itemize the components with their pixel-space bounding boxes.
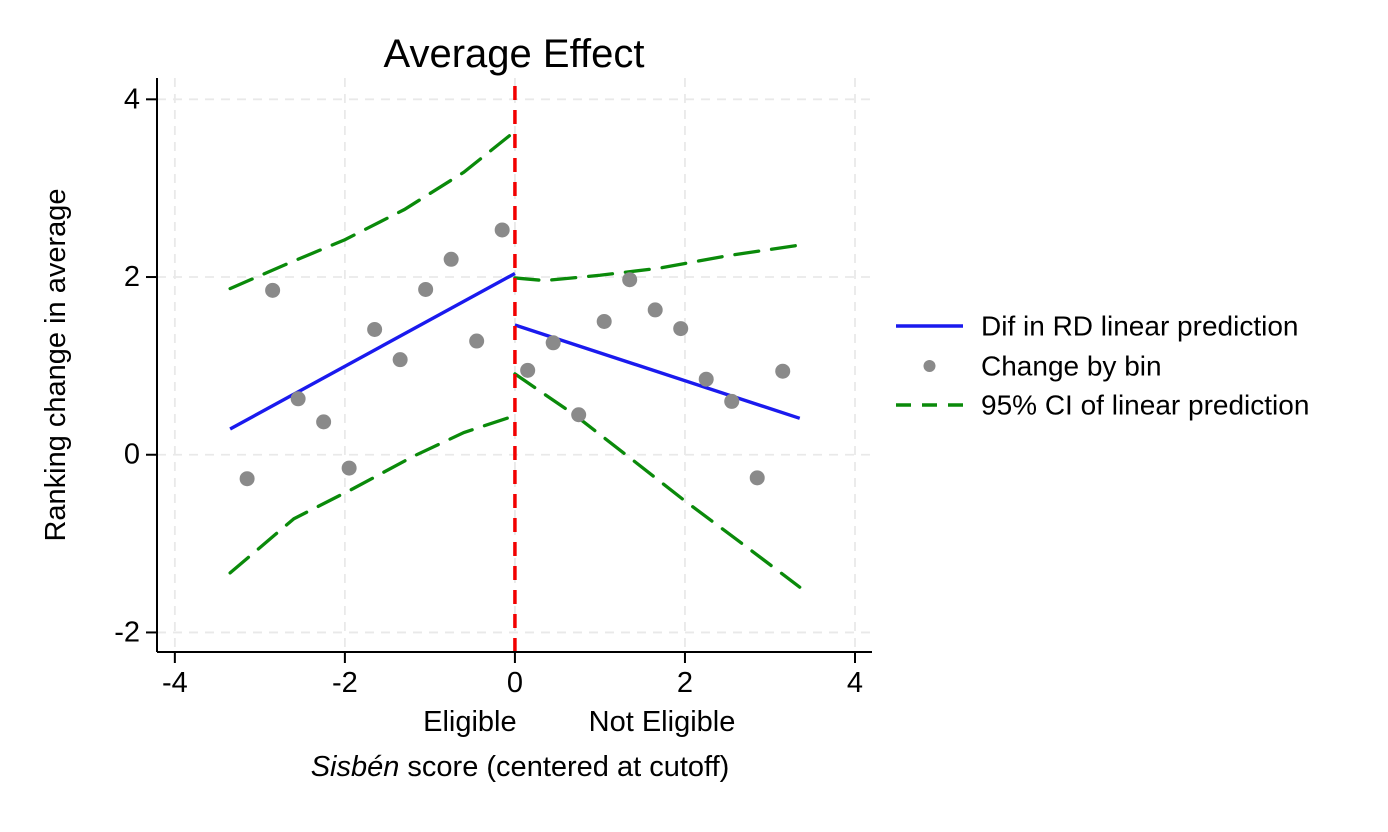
bin-dot xyxy=(673,321,689,337)
y-tick-label: -2 xyxy=(114,616,140,648)
x-tick-label: -2 xyxy=(332,667,358,699)
bin-dot xyxy=(596,313,612,329)
x-tick-label: 4 xyxy=(847,667,863,699)
bin-dot xyxy=(647,302,663,318)
bin-dot xyxy=(494,222,510,238)
bin-dot xyxy=(520,362,536,378)
bin-dot xyxy=(469,333,485,349)
legend-label: Dif in RD linear prediction xyxy=(981,311,1298,342)
ci-curve xyxy=(228,129,517,291)
region-label: Not Eligible xyxy=(589,706,736,738)
x-tick-label: -4 xyxy=(162,667,188,699)
bin-dot xyxy=(571,407,587,423)
legend-label: 95% CI of linear prediction xyxy=(981,390,1309,421)
ci-curve xyxy=(513,372,802,589)
ci-curve xyxy=(228,413,517,575)
legend-dot-sample xyxy=(923,360,936,372)
bin-dot xyxy=(367,321,383,337)
prediction-line xyxy=(514,323,801,420)
region-label: Eligible xyxy=(423,706,517,738)
bin-dot xyxy=(392,352,408,368)
x-axis-title-rest: score (centered at cutoff) xyxy=(399,751,729,783)
bin-dot xyxy=(724,393,740,409)
bin-dot xyxy=(265,282,281,298)
bin-dot xyxy=(775,363,791,379)
x-tick-label: 2 xyxy=(677,667,693,699)
x-axis-title-italic: Sisbén xyxy=(311,751,400,783)
y-axis-title: Ranking change in average xyxy=(40,188,72,541)
chart-title: Average Effect xyxy=(384,32,645,76)
bin-dot xyxy=(239,471,255,487)
bin-dot xyxy=(749,470,765,486)
bin-dot xyxy=(545,335,561,351)
legend-label: Change by bin xyxy=(981,351,1162,382)
bin-dot xyxy=(316,414,332,430)
bin-dot xyxy=(418,281,434,297)
prediction-line xyxy=(229,271,516,431)
bin-dot xyxy=(622,272,638,288)
y-tick-label: 4 xyxy=(124,83,140,115)
y-tick-label: 0 xyxy=(124,439,140,471)
bin-dot xyxy=(443,251,459,267)
bin-dot xyxy=(698,371,714,387)
bin-dot xyxy=(341,460,357,476)
ci-curve xyxy=(513,243,802,283)
bin-dot xyxy=(290,391,306,407)
x-tick-label: 0 xyxy=(507,667,523,699)
x-axis-title: Sisbén score (centered at cutoff) xyxy=(311,751,730,783)
y-tick-label: 2 xyxy=(124,261,140,293)
